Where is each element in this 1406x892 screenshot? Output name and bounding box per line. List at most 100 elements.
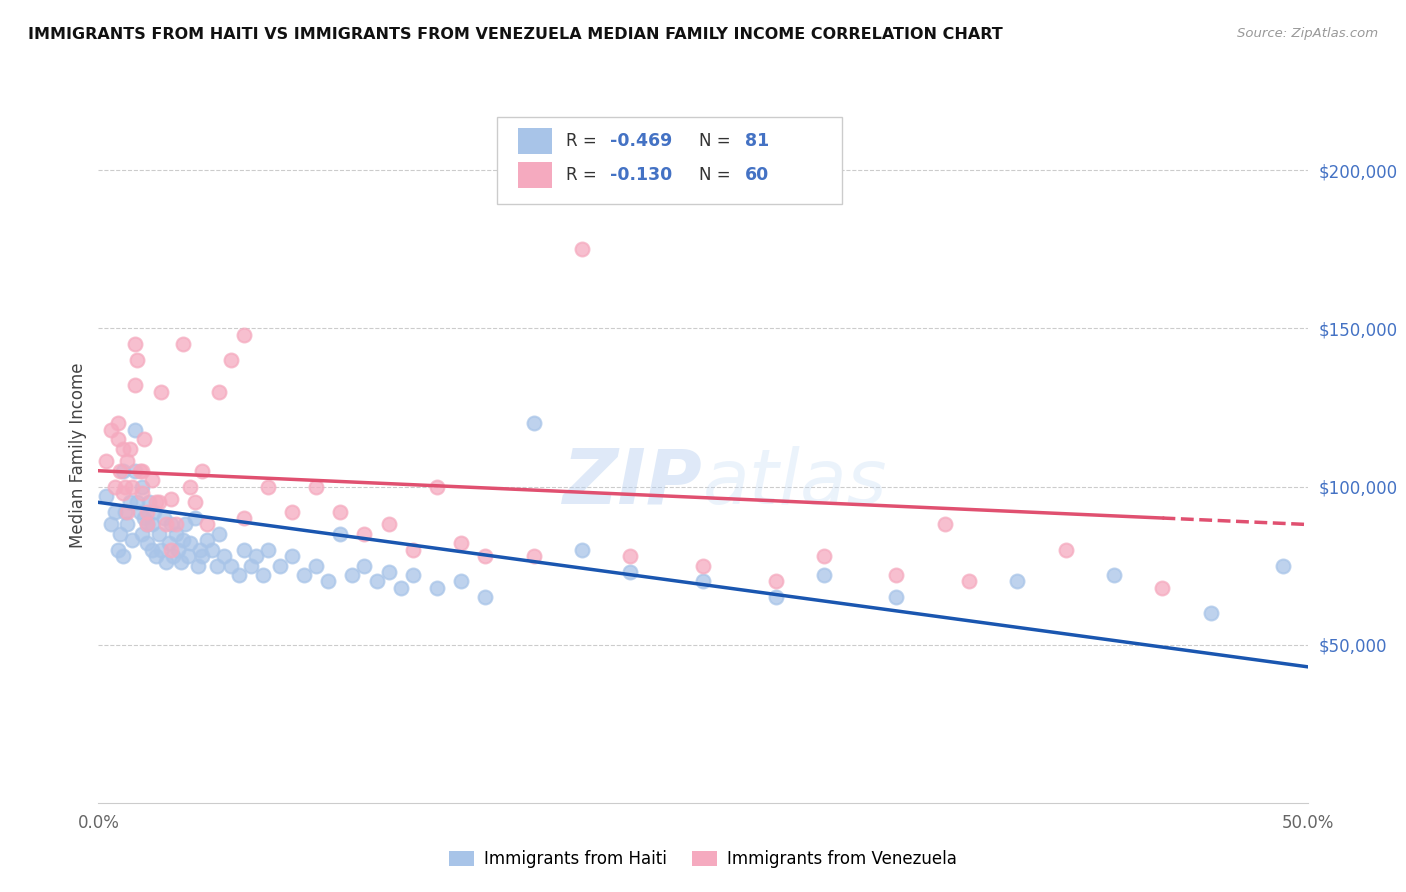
Point xyxy=(221,353,243,368)
Point xyxy=(117,454,139,468)
Text: ZIP: ZIP xyxy=(564,446,703,520)
Point xyxy=(108,527,131,541)
Point xyxy=(157,536,180,550)
Point xyxy=(167,542,190,557)
Point xyxy=(128,505,150,519)
Point xyxy=(252,568,274,582)
Point xyxy=(121,479,143,493)
Point xyxy=(232,327,254,342)
Point xyxy=(208,527,231,541)
Point xyxy=(172,337,194,351)
Point xyxy=(94,454,117,468)
Point xyxy=(184,495,207,509)
Point xyxy=(232,511,254,525)
Point xyxy=(329,505,352,519)
Point xyxy=(201,542,224,557)
Point xyxy=(160,542,183,557)
Point xyxy=(172,533,194,548)
Point xyxy=(366,574,388,589)
Point xyxy=(107,432,129,446)
Point xyxy=(305,558,328,573)
Point xyxy=(169,556,191,570)
Point xyxy=(886,591,908,605)
Point xyxy=(165,527,187,541)
Point xyxy=(114,505,136,519)
Point xyxy=(104,505,127,519)
Point xyxy=(195,533,218,548)
Point xyxy=(474,591,496,605)
Point xyxy=(353,527,375,541)
Point xyxy=(221,558,243,573)
Point xyxy=(114,479,136,493)
Point xyxy=(174,517,197,532)
Point xyxy=(155,517,177,532)
Point xyxy=(426,479,449,493)
Point xyxy=(292,568,315,582)
Point xyxy=(256,479,278,493)
Point xyxy=(124,423,146,437)
Point xyxy=(121,533,143,548)
Point xyxy=(191,549,214,563)
Legend: Immigrants from Haiti, Immigrants from Venezuela: Immigrants from Haiti, Immigrants from V… xyxy=(443,843,963,874)
Point xyxy=(450,574,472,589)
Point xyxy=(104,479,127,493)
Point xyxy=(100,517,122,532)
Point xyxy=(1199,606,1222,620)
FancyBboxPatch shape xyxy=(498,118,842,204)
Point xyxy=(107,417,129,431)
Point xyxy=(134,432,156,446)
Point xyxy=(134,511,156,525)
Point xyxy=(692,574,714,589)
Point xyxy=(124,464,146,478)
Point xyxy=(232,542,254,557)
Text: 60: 60 xyxy=(745,166,769,185)
Point xyxy=(162,549,184,563)
Text: -0.469: -0.469 xyxy=(610,132,672,150)
Point xyxy=(191,464,214,478)
Text: R =: R = xyxy=(567,132,602,150)
Point xyxy=(886,568,908,582)
Point xyxy=(108,464,131,478)
Point xyxy=(160,517,183,532)
Point xyxy=(281,549,304,563)
Point xyxy=(111,442,134,456)
Point xyxy=(1054,542,1077,557)
Point xyxy=(377,565,399,579)
Point xyxy=(177,549,200,563)
Point xyxy=(239,558,262,573)
Point xyxy=(329,527,352,541)
Point xyxy=(245,549,267,563)
Point xyxy=(131,479,153,493)
Point xyxy=(135,517,157,532)
Point xyxy=(124,337,146,351)
Point xyxy=(127,495,149,509)
Point xyxy=(150,542,173,557)
Point xyxy=(117,517,139,532)
Point xyxy=(1102,568,1125,582)
Point xyxy=(184,511,207,525)
Point xyxy=(150,384,173,399)
Text: atlas: atlas xyxy=(703,446,887,520)
Point xyxy=(1152,581,1174,595)
Point xyxy=(145,549,167,563)
Point xyxy=(571,542,593,557)
Point xyxy=(152,511,174,525)
Point xyxy=(187,558,209,573)
Point xyxy=(131,464,153,478)
Point xyxy=(208,384,231,399)
Point xyxy=(402,542,425,557)
Point xyxy=(389,581,412,595)
Point xyxy=(195,517,218,532)
FancyBboxPatch shape xyxy=(517,128,553,154)
Text: Source: ZipAtlas.com: Source: ZipAtlas.com xyxy=(1237,27,1378,40)
Point xyxy=(765,574,787,589)
Point xyxy=(957,574,980,589)
Point xyxy=(141,517,163,532)
Point xyxy=(135,517,157,532)
Point xyxy=(141,542,163,557)
Point xyxy=(111,486,134,500)
Point xyxy=(256,542,278,557)
Point xyxy=(127,353,149,368)
Point xyxy=(131,486,153,500)
Point xyxy=(523,549,546,563)
